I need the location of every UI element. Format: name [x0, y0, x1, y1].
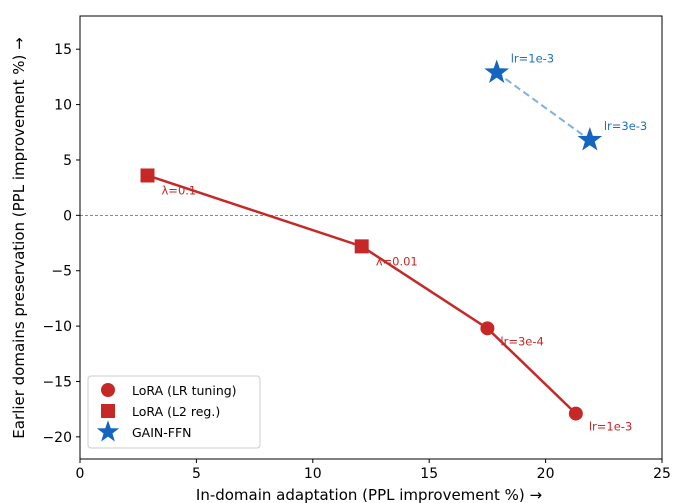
connector-line-0 [147, 174, 577, 415]
legend-label: GAIN-FFN [132, 425, 192, 440]
y-tick-label: −15 [42, 374, 72, 390]
y-tick-label: 0 [63, 208, 72, 224]
point-label: lr=3e-4 [500, 334, 543, 348]
point-label: λ=0.01 [376, 254, 418, 268]
y-tick-label: −5 [51, 264, 72, 280]
y-axis-title: Earlier domains preservation (PPL improv… [10, 37, 28, 438]
x-tick-label: 0 [76, 466, 85, 482]
series-2-point-0 [484, 59, 510, 83]
y-tick-label: 15 [54, 42, 72, 58]
series-0-point-1 [568, 406, 583, 421]
series-1-point-0 [140, 168, 155, 183]
legend-label: LoRA (L2 reg.) [132, 404, 220, 419]
series-2-point-1 [577, 127, 603, 151]
x-tick-label: 5 [192, 466, 201, 482]
legend: LoRA (LR tuning) LoRA (L2 reg.) GAIN-FFN [87, 375, 261, 449]
point-label: λ=0.1 [162, 183, 197, 197]
point-label: lr=3e-3 [604, 119, 647, 133]
y-tick-label: −20 [42, 430, 72, 446]
legend-box [87, 375, 261, 449]
legend-marker-0 [101, 383, 115, 397]
x-tick-label: 25 [653, 466, 671, 482]
point-label: lr=1e-3 [511, 51, 554, 65]
x-axis-title: In-domain adaptation (PPL improvement %)… [196, 486, 542, 503]
axes-frame [79, 15, 663, 460]
x-tick-label: 10 [304, 466, 322, 482]
connector-line-1 [496, 71, 591, 141]
x-tick-label: 20 [537, 466, 555, 482]
point-label: lr=1e-3 [589, 420, 632, 434]
plot-area: lr=3e-4 lr=1e-3 λ=0.1 λ=0.01 lr=1e-3 lr=3e-3 [80, 51, 662, 434]
y-tick-label: −10 [42, 319, 72, 335]
y-tick-label: 5 [63, 153, 72, 169]
axes: 0 5 10 15 20 25 −20 −15 −10 −5 0 5 10 15 [42, 15, 671, 482]
legend-label: LoRA (LR tuning) [132, 383, 237, 398]
legend-marker-2 [96, 420, 120, 442]
y-tick-label: 10 [54, 98, 72, 114]
x-tick-label: 15 [420, 466, 438, 482]
series-1-point-1 [354, 239, 369, 254]
legend-marker-1 [101, 404, 115, 418]
series-0-point-0 [480, 321, 495, 336]
